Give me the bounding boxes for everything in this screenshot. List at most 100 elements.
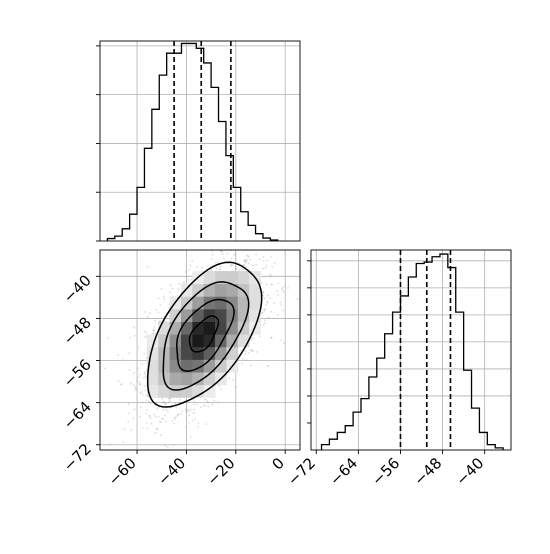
scatter-point bbox=[120, 383, 122, 386]
scatter-point bbox=[238, 268, 241, 271]
scatter-point bbox=[168, 397, 171, 400]
density-cell bbox=[215, 308, 227, 322]
scatter-point bbox=[247, 256, 249, 258]
scatter-point bbox=[215, 266, 218, 269]
density-cell bbox=[203, 296, 216, 310]
scatter-point bbox=[147, 401, 150, 403]
histogram-bin bbox=[248, 225, 255, 241]
histogram-bin bbox=[416, 264, 424, 450]
density-cell bbox=[249, 296, 261, 310]
scatter-point bbox=[189, 408, 192, 411]
density-cell bbox=[203, 334, 216, 348]
histogram-step-outline bbox=[320, 253, 504, 450]
scatter-point bbox=[249, 349, 252, 351]
scatter-point bbox=[188, 269, 191, 271]
y-tick-label: −48 bbox=[60, 314, 95, 349]
scatter-point bbox=[171, 420, 174, 422]
scatter-point bbox=[173, 416, 176, 419]
scatter-point bbox=[205, 423, 208, 426]
density-cell bbox=[192, 359, 205, 373]
scatter-point bbox=[252, 350, 254, 352]
scatter-point bbox=[234, 254, 237, 256]
scatter-point bbox=[240, 267, 243, 270]
scatter-point bbox=[220, 388, 222, 391]
scatter-point bbox=[242, 259, 245, 262]
density-cell bbox=[158, 334, 171, 348]
scatter-point bbox=[245, 259, 248, 262]
scatter-point bbox=[262, 267, 264, 270]
histogram-bin bbox=[204, 63, 211, 241]
scatter-point bbox=[255, 253, 257, 256]
scatter-point bbox=[280, 304, 283, 306]
histogram-bin bbox=[487, 445, 495, 450]
scatter-point bbox=[217, 401, 219, 404]
density-cell bbox=[192, 283, 205, 297]
scatter-point bbox=[266, 365, 269, 368]
scatter-point bbox=[217, 261, 220, 264]
density-cell bbox=[169, 384, 182, 398]
scatter-point bbox=[127, 420, 130, 423]
scatter-point bbox=[273, 302, 276, 305]
density-cell bbox=[146, 359, 159, 373]
scatter-point bbox=[191, 419, 194, 422]
scatter-point bbox=[270, 283, 273, 286]
density-cell bbox=[180, 321, 193, 335]
x-tick-label: −48 bbox=[410, 454, 445, 489]
scatter-point bbox=[241, 268, 244, 271]
scatter-point bbox=[276, 313, 279, 316]
scatter-point bbox=[134, 387, 137, 390]
scatter-point bbox=[234, 265, 236, 268]
scatter-point bbox=[162, 401, 165, 404]
scatter-point bbox=[175, 415, 178, 418]
scatter-point bbox=[159, 304, 162, 306]
scatter-point bbox=[154, 332, 157, 335]
density-cell bbox=[203, 283, 216, 297]
density-cell bbox=[146, 346, 159, 360]
scatter-point bbox=[121, 359, 124, 361]
scatter-point bbox=[123, 428, 126, 430]
x-tick-label: −40 bbox=[154, 454, 189, 489]
scatter-point bbox=[136, 379, 138, 382]
density-cell bbox=[237, 334, 250, 348]
scatter-point bbox=[192, 403, 195, 406]
scatter-point bbox=[204, 398, 207, 401]
histogram-bin bbox=[456, 312, 464, 450]
density-cell bbox=[180, 283, 193, 297]
scatter-point bbox=[189, 264, 192, 267]
scatter-point bbox=[154, 431, 157, 434]
y-tick-label: −64 bbox=[60, 398, 95, 433]
density-cell bbox=[169, 346, 182, 360]
scatter-point bbox=[264, 308, 267, 311]
scatter-point bbox=[250, 338, 253, 341]
scatter-point bbox=[146, 316, 149, 318]
x-tick-label: −72 bbox=[284, 454, 319, 489]
histogram-bin bbox=[137, 187, 144, 241]
scatter-point bbox=[242, 268, 245, 271]
histogram-bin bbox=[211, 87, 218, 241]
scatter-point bbox=[266, 301, 269, 304]
scatter-point bbox=[271, 283, 273, 286]
scatter-point bbox=[277, 294, 280, 296]
scatter-point bbox=[287, 287, 289, 289]
scatter-point bbox=[196, 403, 198, 406]
scatter-point bbox=[202, 404, 205, 407]
density-cell bbox=[169, 359, 182, 373]
scatter-point bbox=[141, 393, 144, 396]
scatter-point bbox=[187, 279, 190, 282]
scatter-point bbox=[210, 269, 213, 272]
scatter-point bbox=[281, 286, 284, 289]
scatter-point bbox=[161, 397, 163, 400]
density-cell bbox=[226, 283, 239, 297]
histogram-bin bbox=[167, 53, 174, 241]
scatter-point bbox=[245, 266, 248, 269]
scatter-point bbox=[261, 291, 264, 293]
scatter-point bbox=[190, 278, 193, 281]
scatter-point bbox=[238, 262, 241, 265]
scatter-point bbox=[250, 349, 253, 352]
histogram-bin bbox=[377, 358, 385, 450]
density-cell bbox=[226, 334, 239, 348]
histogram-bin bbox=[152, 109, 159, 241]
scatter-point bbox=[172, 444, 175, 446]
scatter-point bbox=[143, 377, 145, 379]
scatter-point bbox=[211, 403, 214, 406]
